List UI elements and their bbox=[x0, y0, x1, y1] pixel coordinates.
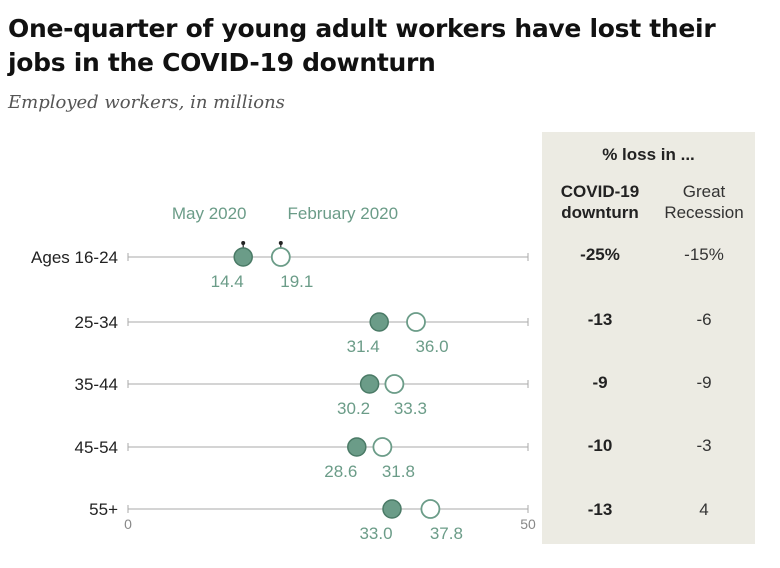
table-cell-great-recession: -15% bbox=[684, 245, 724, 264]
table-cell-great-recession: -9 bbox=[696, 373, 712, 392]
data-label-may-2020: 31.4 bbox=[347, 337, 380, 356]
table-cell-covid: -9 bbox=[592, 373, 608, 392]
table-cell-covid: -10 bbox=[587, 436, 613, 455]
data-point-may-2020 bbox=[233, 247, 253, 267]
table-cell-great-recession: 4 bbox=[699, 500, 709, 519]
legend-label-may-2020: May 2020 bbox=[172, 204, 247, 223]
table-cell-covid: -25% bbox=[580, 245, 620, 264]
data-point-february-2020 bbox=[420, 499, 441, 519]
column-header-covid: COVID-19 downturn bbox=[560, 182, 640, 222]
table-cell-great-recession: -6 bbox=[696, 310, 712, 329]
legend-label-february-2020: February 2020 bbox=[288, 204, 399, 223]
row-label: 25-34 bbox=[75, 313, 118, 332]
table-panel bbox=[542, 132, 755, 544]
chart-subtitle: Employed workers, in millions bbox=[8, 92, 285, 113]
row-label: Ages 16-24 bbox=[31, 248, 118, 267]
data-label-may-2020: 28.6 bbox=[324, 462, 357, 481]
row-label: 35-44 bbox=[75, 375, 118, 394]
data-point-may-2020 bbox=[382, 499, 402, 519]
legend-leader-dot bbox=[278, 241, 283, 245]
table-cell-great-recession: -3 bbox=[696, 436, 712, 455]
data-point-may-2020 bbox=[347, 437, 367, 457]
data-label-february-2020: 36.0 bbox=[415, 337, 448, 356]
column-header-great-recession: Great Recession bbox=[664, 182, 744, 222]
data-label-february-2020: 37.8 bbox=[430, 524, 463, 543]
row-label: 45-54 bbox=[75, 438, 118, 457]
legend-leader-dot bbox=[241, 241, 246, 245]
chart-title: One-quarter of young adult workers have … bbox=[8, 14, 716, 77]
table-cell-covid: -13 bbox=[587, 500, 613, 519]
row-label: 55+ bbox=[89, 500, 118, 519]
data-point-may-2020 bbox=[369, 312, 389, 332]
data-point-february-2020 bbox=[372, 437, 393, 457]
data-label-february-2020: 19.1 bbox=[280, 272, 313, 291]
data-point-february-2020 bbox=[406, 312, 426, 332]
data-label-may-2020: 14.4 bbox=[211, 272, 244, 291]
x-tick-label: 50 bbox=[520, 516, 536, 532]
data-label-february-2020: 31.8 bbox=[382, 462, 415, 481]
data-label-february-2020: 33.3 bbox=[394, 399, 427, 418]
data-point-february-2020 bbox=[384, 374, 405, 394]
data-point-february-2020 bbox=[270, 247, 291, 267]
table-header: % loss in ... bbox=[602, 145, 695, 164]
table-cell-covid: -13 bbox=[587, 310, 613, 329]
x-tick-label: 0 bbox=[124, 516, 132, 532]
data-label-may-2020: 33.0 bbox=[359, 524, 392, 543]
data-point-may-2020 bbox=[359, 374, 380, 394]
data-label-may-2020: 30.2 bbox=[337, 399, 370, 418]
